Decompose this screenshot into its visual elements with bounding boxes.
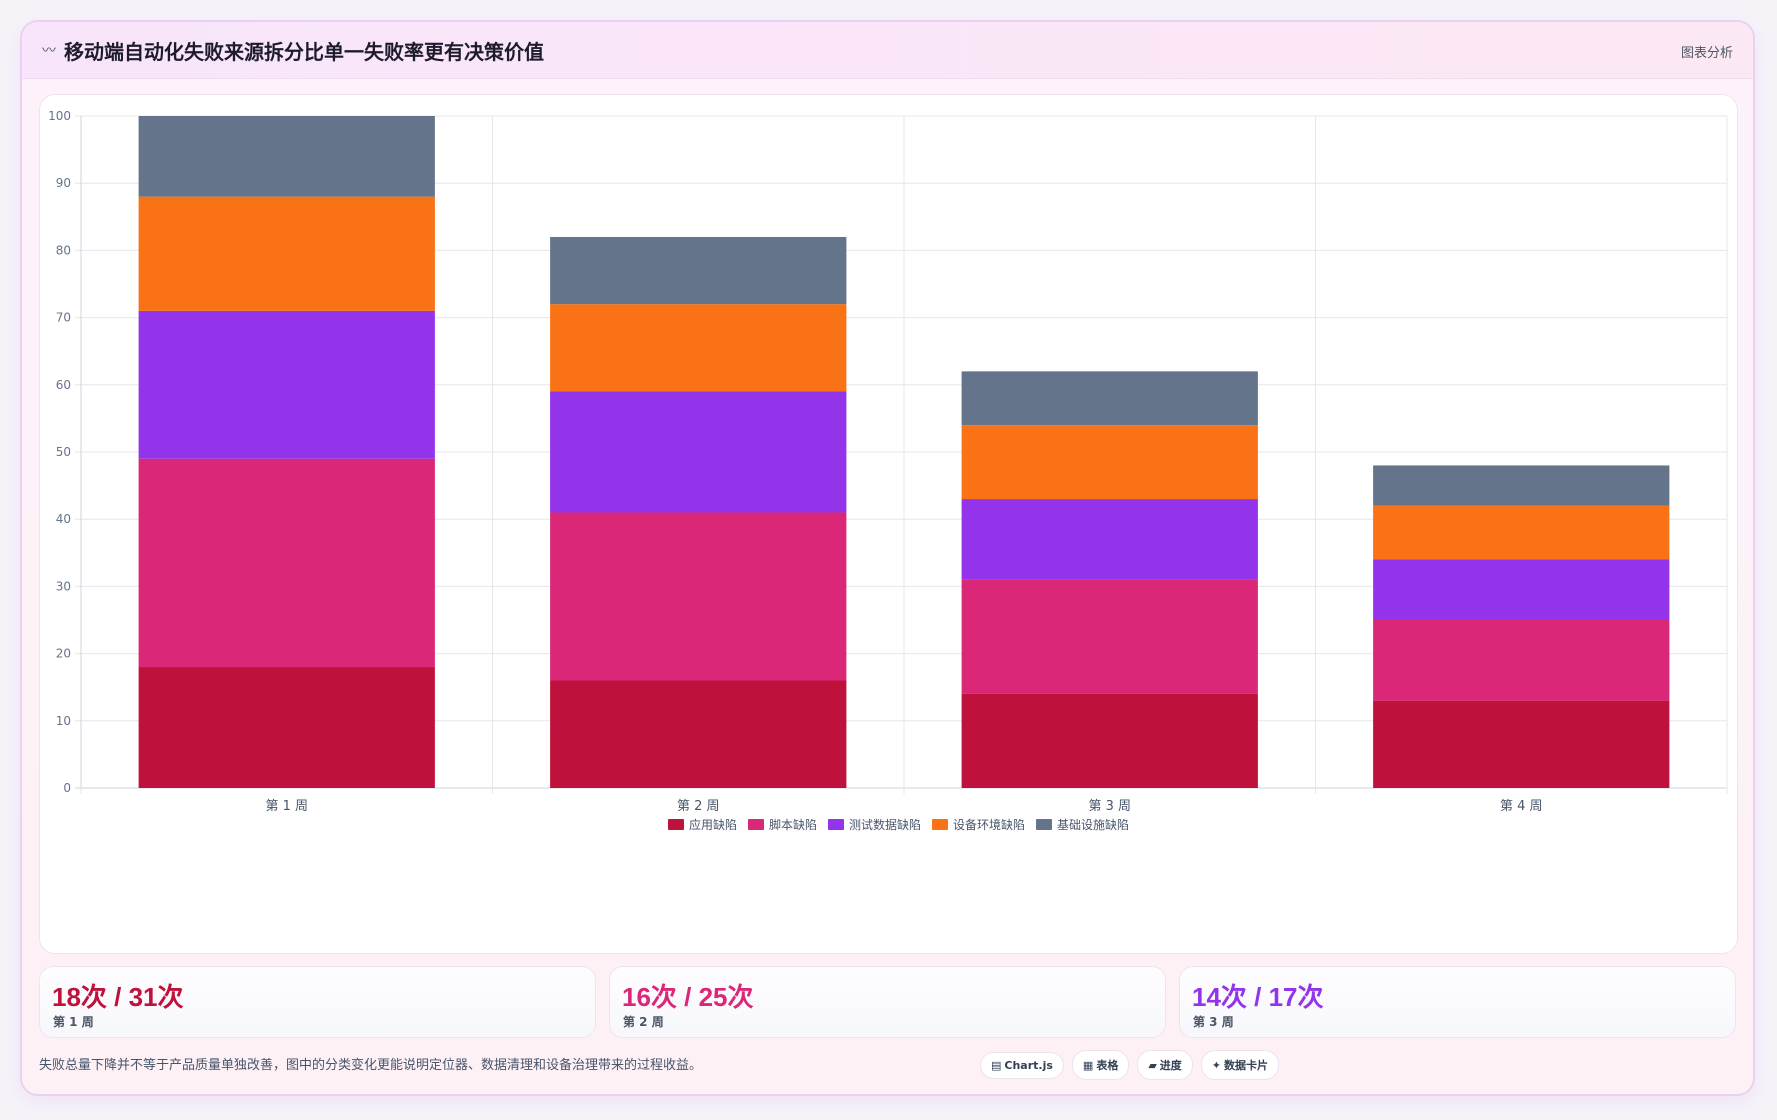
sparkle-icon: ✦	[1211, 1059, 1222, 1072]
stacked-bar-chart: 0 10 20 30 40 50 60 70 80 90 100 第 1 周 第 2 周 第 3 周 第 4…	[48, 109, 1728, 832]
bar-segment	[1373, 465, 1670, 506]
bar-segment	[961, 425, 1258, 500]
legend-swatch	[828, 819, 844, 830]
legend-swatch	[932, 819, 948, 830]
bar-segment	[1373, 505, 1670, 560]
legend-swatch	[748, 819, 764, 830]
chip-chartjs[interactable]: ▤ Chart.js	[980, 1052, 1064, 1079]
footnote: 失败总量下降并不等于产品质量单独改善，图中的分类变化更能说明定位器、数据清理和设…	[39, 1058, 703, 1073]
chip-label: Chart.js	[1004, 1059, 1053, 1072]
stat-label: 第 2 周	[623, 1015, 664, 1029]
bar-segment	[1373, 700, 1670, 788]
y-tick-label: 50	[56, 445, 71, 459]
legend-label: 应用缺陷	[689, 817, 737, 832]
chart-icon: ▤	[991, 1059, 1002, 1072]
card-header: 〰 移动端自动化失败来源拆分比单一失败率更有决策价值 图表分析	[22, 22, 1753, 79]
y-tick-label: 70	[56, 311, 71, 325]
chip-label: 表格	[1096, 1059, 1119, 1072]
y-tick-label: 60	[56, 378, 71, 392]
x-tick-label: 第 1 周	[265, 799, 308, 814]
x-tick-label: 第 2 周	[677, 799, 720, 814]
legend-swatch	[668, 819, 684, 830]
chart-title: 移动端自动化失败来源拆分比单一失败率更有决策价值	[64, 40, 544, 64]
progress-icon: ▰	[1148, 1059, 1157, 1072]
stat-label: 第 3 周	[1193, 1015, 1234, 1029]
bar-segment	[550, 391, 847, 513]
stat-card-week-2: 16次 / 25次 第 2 周	[609, 966, 1166, 1038]
bar-segment	[550, 680, 847, 788]
chip-label: 进度	[1159, 1059, 1182, 1072]
y-tick-label: 10	[56, 714, 71, 728]
bar-segment	[961, 693, 1258, 788]
legend-label: 设备环境缺陷	[953, 817, 1025, 832]
bar-segment	[138, 196, 435, 311]
header-tag: 图表分析	[1680, 46, 1733, 61]
bar-segment	[1373, 559, 1670, 620]
stat-card-week-3: 14次 / 17次 第 3 周	[1179, 966, 1736, 1038]
bar-segment	[138, 667, 435, 788]
stat-value: 18次 / 31次	[52, 982, 184, 1012]
chart-container: 0 10 20 30 40 50 60 70 80 90 100 第 1 周 第 2 周 第 3 周 第 4…	[39, 94, 1738, 954]
x-tick-label: 第 4 周	[1500, 799, 1543, 814]
y-tick-label: 100	[48, 109, 71, 123]
y-tick-label: 0	[63, 781, 71, 795]
bar-segment	[550, 512, 847, 681]
legend-label: 脚本缺陷	[769, 817, 817, 832]
bar-segment	[550, 304, 847, 392]
y-tick-label: 20	[56, 647, 71, 661]
bar-segment	[138, 310, 435, 459]
y-tick-label: 80	[56, 243, 71, 257]
wave-icon: 〰	[42, 43, 56, 59]
stat-label: 第 1 周	[53, 1015, 94, 1029]
tag-chips: ▤ Chart.js ▦ 表格 ▰ 进度 ✦ 数据卡片	[980, 1050, 1287, 1080]
legend-label: 基础设施缺陷	[1057, 817, 1129, 832]
bar-segment	[550, 236, 847, 305]
chip-progress[interactable]: ▰ 进度	[1137, 1050, 1193, 1080]
x-tick-label: 第 3 周	[1088, 799, 1131, 814]
stat-value: 16次 / 25次	[622, 982, 754, 1012]
bar-segment	[961, 499, 1258, 580]
chip-data-card[interactable]: ✦ 数据卡片	[1200, 1050, 1280, 1080]
y-tick-label: 40	[56, 512, 71, 526]
chip-label: 数据卡片	[1224, 1059, 1269, 1072]
legend-label: 测试数据缺陷	[849, 817, 921, 832]
stat-value: 14次 / 17次	[1192, 982, 1324, 1012]
bar-segment	[961, 371, 1258, 426]
y-tick-label: 90	[56, 176, 71, 190]
bar-segment	[138, 116, 435, 197]
table-icon: ▦	[1082, 1059, 1094, 1072]
y-tick-label: 30	[56, 579, 71, 593]
bar-segment	[961, 579, 1258, 694]
bar-segment	[138, 458, 435, 668]
stat-card-week-1: 18次 / 31次 第 1 周	[39, 966, 596, 1038]
legend-swatch	[1036, 819, 1052, 830]
bar-segment	[1373, 620, 1670, 701]
chip-table[interactable]: ▦ 表格	[1071, 1050, 1130, 1080]
chart-card: 〰 移动端自动化失败来源拆分比单一失败率更有决策价值 图表分析 0 10 20 30 4…	[20, 20, 1755, 1096]
